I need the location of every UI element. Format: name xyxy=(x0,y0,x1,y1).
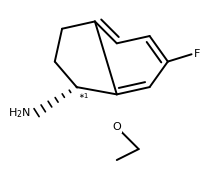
Text: F: F xyxy=(194,49,201,59)
Text: $\mathregular{H_2N}$: $\mathregular{H_2N}$ xyxy=(8,106,31,120)
Text: ∗1: ∗1 xyxy=(78,93,89,99)
Text: O: O xyxy=(112,122,121,132)
